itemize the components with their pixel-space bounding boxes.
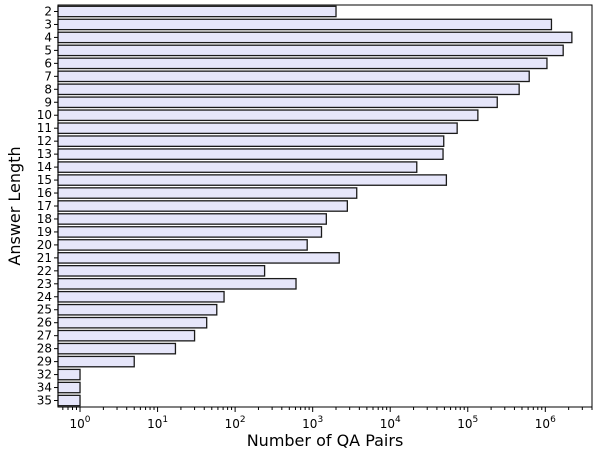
y-tick-label-6: 6 [44,56,52,70]
bar-2 [57,5,337,18]
bar-19 [57,226,323,238]
y-tick-label-34: 34 [37,381,52,395]
y-tick-label-24: 24 [37,290,52,304]
y-tick-label-18: 18 [37,212,52,226]
bar-4 [57,31,573,44]
y-axis-title: Answer Length [5,146,24,265]
y-tick-label-28: 28 [37,342,52,356]
y-tick-label-13: 13 [37,147,52,161]
bar-25 [57,303,218,316]
bar-11 [57,122,458,135]
y-tick-label-26: 26 [37,316,52,330]
bar-7 [57,70,530,83]
bar-23 [57,277,297,290]
bar-29 [57,355,135,368]
x-tick-label-4: 104 [380,415,401,431]
bar-12 [57,135,445,147]
bar-22 [57,265,266,277]
y-tick-label-19: 19 [37,225,52,239]
y-tick-label-21: 21 [37,251,52,265]
bar-9 [57,96,498,109]
bar-35 [57,394,81,407]
x-ticks-group: 100 101 102 103 104 105 106 [62,407,593,431]
bar-15 [57,174,448,186]
y-tick-label-25: 25 [37,303,52,317]
bar-18 [57,213,327,225]
x-tick-label-6: 106 [535,415,556,431]
y-tick-label-12: 12 [37,134,52,148]
y-tick-label-11: 11 [37,121,52,135]
bar-32 [57,368,81,381]
x-tick-label-5: 105 [457,415,478,431]
bar-13 [57,148,444,160]
y-tick-label-8: 8 [44,82,52,96]
bar-6 [57,57,548,70]
x-tick-label-0: 100 [70,415,91,431]
bar-5 [57,44,564,57]
y-tick-label-17: 17 [37,199,52,213]
y-tick-label-3: 3 [44,17,52,31]
y-tick-label-29: 29 [37,355,52,369]
bar-27 [57,329,196,342]
y-tick-label-15: 15 [37,173,52,187]
bar-16 [57,187,358,199]
bar-26 [57,316,208,329]
bar-8 [57,83,520,96]
y-tick-label-10: 10 [37,108,52,122]
x-axis-title: Number of QA Pairs [247,431,404,450]
bar-14 [57,161,418,173]
x-tick-label-3: 103 [302,415,323,431]
y-tick-label-2: 2 [44,4,52,18]
y-tick-label-22: 22 [37,264,52,278]
y-tick-label-20: 20 [37,238,52,252]
bar-34 [57,381,81,394]
y-ticks-group: 2345678910111213141516171819202122232425… [37,4,58,408]
x-tick-label-1: 101 [147,415,168,431]
y-tick-label-32: 32 [37,368,52,382]
y-tick-label-23: 23 [37,277,52,291]
y-tick-label-4: 4 [44,30,52,44]
bar-24 [57,290,225,303]
y-tick-label-5: 5 [44,43,52,57]
y-tick-label-35: 35 [37,394,52,408]
y-tick-label-9: 9 [44,95,52,109]
bars-group [57,5,573,407]
bar-3 [57,18,553,31]
y-tick-label-7: 7 [44,69,52,83]
bar-17 [57,200,348,212]
x-tick-label-2: 102 [225,415,246,431]
bar-28 [57,342,177,355]
plot-frame [57,4,593,408]
bar-21 [57,252,340,264]
bar-10 [57,109,479,122]
y-tick-label-16: 16 [37,186,52,200]
y-tick-label-27: 27 [37,329,52,343]
y-tick-label-14: 14 [37,160,52,174]
bar-20 [57,239,308,251]
